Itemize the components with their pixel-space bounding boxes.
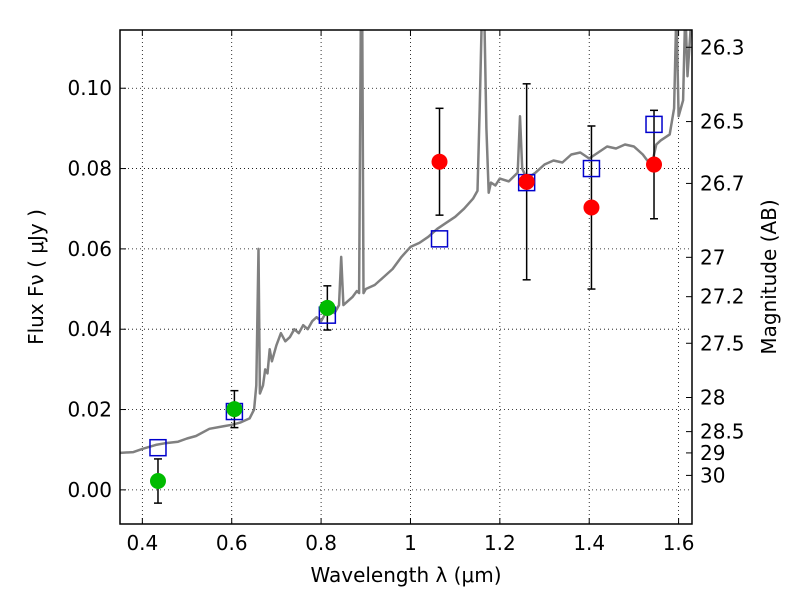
model-photometry-square — [582, 159, 601, 178]
detection-point — [149, 473, 166, 490]
x-tick-label: 0.8 — [305, 531, 337, 555]
y-axis-label: Flux Fν ( μJy ) — [24, 209, 48, 345]
magnitude-tick-label: 28 — [700, 385, 725, 409]
magnitude-tick-label: 29 — [700, 441, 725, 465]
y-tick-label: 0.04 — [67, 317, 112, 341]
measured-points-layer — [149, 153, 663, 490]
grid-lines — [120, 30, 692, 524]
magnitude-tick-label: 26.7 — [700, 171, 745, 195]
x-tick-label: 1 — [404, 531, 417, 555]
x-tick-label: 0.4 — [126, 531, 158, 555]
y-tick-label: 0.00 — [67, 478, 112, 502]
model-photometry-square — [149, 438, 167, 457]
x-tick-label: 1.6 — [663, 531, 695, 555]
detection-point — [226, 401, 243, 418]
plot-area — [120, 30, 692, 524]
x-tick-label: 1.4 — [573, 531, 605, 555]
x-tick-label: 1.2 — [484, 531, 516, 555]
x-axis-label: Wavelength λ (μm) — [310, 563, 501, 587]
red-data-point — [518, 173, 535, 190]
magnitude-tick-label: 26.5 — [700, 110, 745, 134]
red-data-point — [431, 153, 448, 170]
plot-frame — [119, 29, 693, 525]
model-spectrum-line — [120, 30, 692, 455]
magnitude-tick-label: 30 — [700, 463, 725, 487]
red-data-point — [646, 156, 663, 173]
magnitude-tick-label: 27.5 — [700, 331, 745, 355]
y-tick-label: 0.06 — [67, 237, 112, 261]
model-photometry-square — [645, 115, 663, 134]
magnitude-tick-label: 26.3 — [700, 35, 745, 59]
y-axis-ticks: 0.00 0.02 0.04 0.06 0.08 0.10 — [67, 76, 126, 502]
y-tick-label: 0.10 — [67, 76, 112, 100]
magnitude-axis-label: Magnitude (AB) — [757, 199, 781, 354]
model-photometry-square — [430, 230, 449, 248]
magnitude-tick-label: 28.5 — [700, 420, 745, 444]
y-tick-label: 0.02 — [67, 398, 112, 422]
magnitude-tick-label: 27.2 — [700, 285, 745, 309]
y-tick-label: 0.08 — [67, 157, 112, 181]
magnitude-tick-label: 27 — [700, 245, 725, 269]
x-tick-label: 0.6 — [216, 531, 248, 555]
x-axis-ticks: 0.4 0.6 0.8 1 1.2 1.4 1.6 — [126, 30, 695, 555]
model-spectrum-layer — [120, 30, 692, 455]
red-data-point — [583, 199, 600, 216]
detection-point — [319, 299, 336, 316]
